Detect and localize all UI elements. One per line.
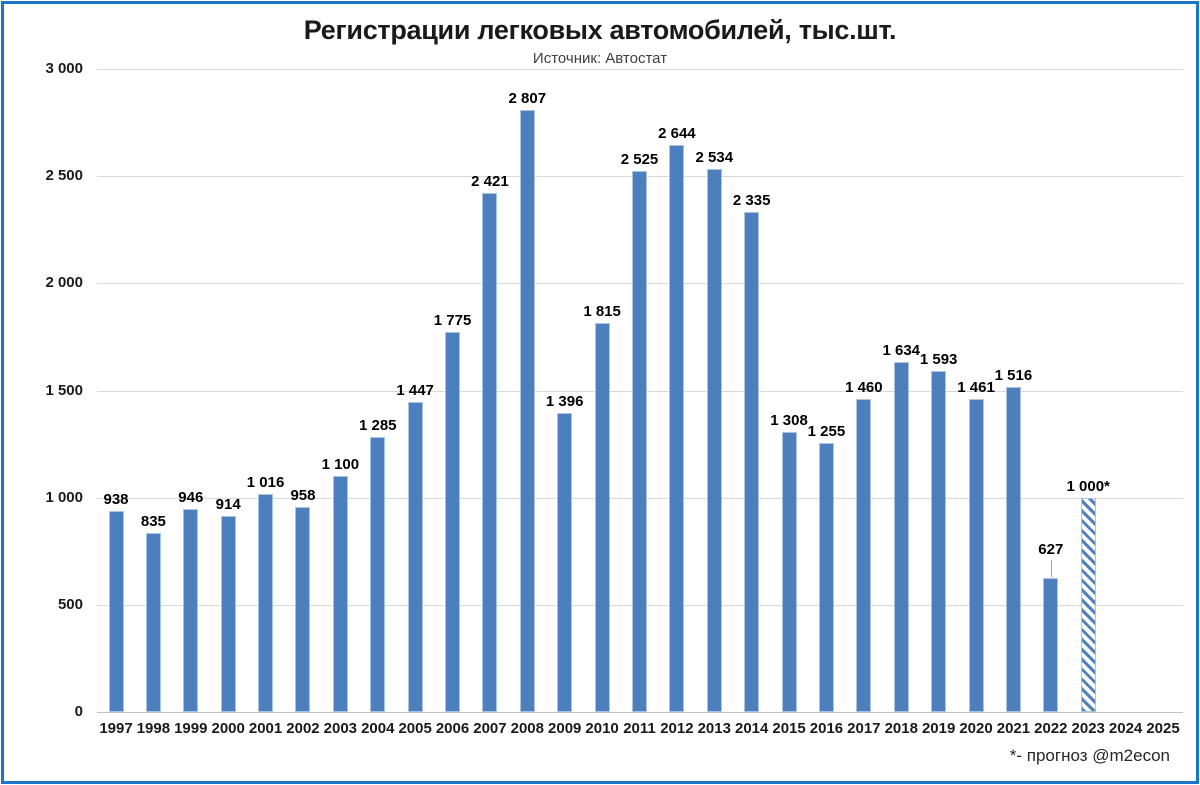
data-label-2009: 1 396 (545, 392, 584, 410)
data-label-2003: 1 100 (321, 456, 360, 474)
bar-2020 (968, 398, 984, 712)
y-axis-label: 0 (74, 703, 83, 720)
data-label-2016: 1 255 (807, 423, 846, 440)
data-label-2019: 1 593 (919, 350, 958, 368)
x-axis-label-2009: 2009 (548, 720, 582, 737)
x-axis-label-2019: 2019 (921, 720, 956, 737)
bar-2022 (1043, 577, 1059, 712)
data-label-2022: 627 (1038, 540, 1064, 558)
x-axis-label-2017: 2017 (847, 720, 881, 737)
data-label-2000: 914 (215, 496, 241, 514)
bar-2017 (856, 399, 872, 712)
x-axis-label-2020: 2020 (959, 720, 993, 737)
x-axis-label-1997: 1997 (99, 720, 133, 737)
bar-2011 (632, 170, 647, 712)
bar-2021 (1005, 387, 1021, 712)
y-axis-label: 1 000 (45, 488, 83, 506)
x-axis-label-2015: 2015 (772, 720, 806, 737)
bar-1998 (145, 533, 161, 712)
bar-2013 (706, 168, 722, 712)
x-axis-label-1999: 1999 (174, 720, 208, 737)
y-axis-label: 1 500 (45, 381, 83, 399)
x-axis-label-2018: 2018 (884, 720, 918, 737)
x-axis-label-2008: 2008 (510, 720, 544, 737)
data-label-2002: 958 (290, 486, 316, 504)
gridline (97, 69, 1183, 70)
x-axis-label-2001: 2001 (248, 720, 283, 737)
x-axis-label-1998: 1998 (136, 720, 171, 737)
x-axis-label-2025: 2025 (1146, 720, 1180, 737)
data-label-2012: 2 644 (658, 125, 696, 143)
x-axis-label-2013: 2013 (697, 720, 731, 737)
data-label-2004: 1 285 (358, 416, 397, 434)
data-label-1998: 835 (140, 513, 166, 531)
bar-2006 (445, 331, 461, 712)
x-axis-label-2004: 2004 (361, 720, 395, 737)
x-axis-label-2003: 2003 (323, 720, 358, 737)
x-axis-label-2023: 2023 (1071, 720, 1105, 737)
bar-2004 (370, 436, 386, 712)
chart-title: Регистрации легковых автомобилей, тыс.шт… (303, 15, 897, 45)
x-axis-label-2016: 2016 (809, 720, 844, 737)
data-label-2013: 2 534 (695, 148, 734, 166)
x-axis-label-2012: 2012 (660, 720, 694, 737)
data-label-2014: 2 335 (732, 191, 771, 209)
y-axis-label: 2 000 (45, 274, 83, 292)
bar-2023-forecast (1080, 497, 1096, 712)
x-axis-label-2005: 2005 (398, 720, 432, 737)
x-axis-label-2011: 2011 (623, 720, 656, 737)
x-axis-label-2014: 2014 (734, 720, 769, 737)
bar-2009 (557, 412, 573, 712)
data-label-1999: 946 (178, 489, 204, 507)
data-label-2010: 1 815 (583, 302, 621, 320)
bar-1997 (108, 510, 124, 712)
bar-2014 (744, 211, 760, 712)
x-axis-label-2006: 2006 (435, 720, 470, 737)
bar-2000 (220, 516, 236, 712)
bar-2002 (295, 506, 311, 712)
bar-2001 (258, 494, 274, 712)
data-label-2007: 2 421 (471, 173, 509, 191)
x-axis-label-2002: 2002 (286, 720, 320, 737)
data-label-2001: 1 016 (246, 474, 285, 492)
y-axis-label: 2 500 (45, 167, 83, 185)
x-axis-line (97, 712, 1183, 713)
bar-1999 (183, 509, 199, 712)
data-label-2021: 1 516 (994, 367, 1033, 385)
data-label-2015: 1 308 (770, 411, 808, 429)
data-label-1997: 938 (103, 490, 129, 508)
data-label-2006: 1 775 (433, 311, 472, 329)
bar-2018 (893, 361, 909, 712)
x-axis-label-2024: 2024 (1108, 720, 1143, 737)
bar-2003 (332, 476, 348, 712)
x-axis-label-2000: 2000 (211, 720, 245, 737)
data-label-2017: 1 460 (845, 379, 883, 397)
forecast-footnote: *- прогноз @m2econ (1009, 746, 1170, 765)
data-label-2005: 1 447 (396, 381, 434, 399)
bar-2010 (594, 322, 610, 712)
x-axis-label-2022: 2022 (1034, 720, 1068, 737)
data-label-2020: 1 461 (957, 378, 995, 396)
x-axis-label-2010: 2010 (585, 720, 619, 737)
bar-2012 (669, 145, 685, 712)
leader-line-2022 (1050, 559, 1052, 577)
bar-2005 (407, 401, 423, 712)
data-label-2008: 2 807 (508, 90, 547, 108)
data-label-2023: 1 000* (1066, 477, 1110, 495)
bar-2019 (931, 370, 947, 712)
bar-2016 (818, 443, 834, 712)
data-label-2011: 2 525 (620, 150, 659, 168)
x-axis-label-2021: 2021 (996, 720, 1031, 737)
y-axis-label: 3 000 (45, 60, 83, 77)
bar-2015 (781, 431, 797, 712)
data-label-2018: 1 634 (882, 341, 921, 359)
bar-2008 (519, 110, 535, 712)
y-axis-label: 500 (57, 595, 83, 613)
bar-2007 (482, 193, 498, 712)
x-axis-label-2007: 2007 (473, 720, 507, 737)
chart-subtitle: Источник: Автостат (532, 50, 668, 67)
